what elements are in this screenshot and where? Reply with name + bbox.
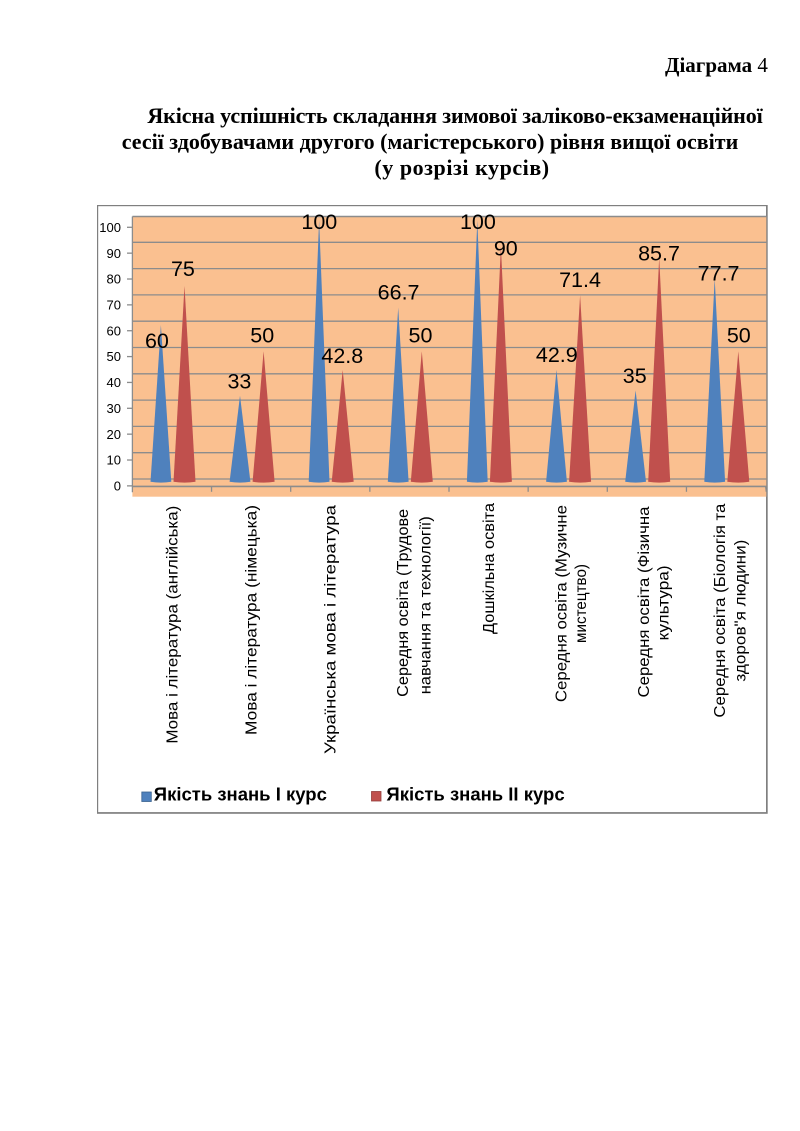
svg-text:Мова і література (англійська): Мова і література (англійська) [164,506,181,744]
svg-text:50: 50 [727,324,751,348]
svg-text:100: 100 [460,210,496,234]
svg-text:Середня освіта (Трудове: Середня освіта (Трудове [395,509,412,697]
svg-text:77.7: 77.7 [698,262,740,286]
svg-text:71.4: 71.4 [559,268,601,292]
svg-text:Дошкільна освіта: Дошкільна освіта [481,503,498,634]
svg-text:Якість знань ІІ курс: Якість знань ІІ курс [386,784,564,805]
svg-text:80: 80 [107,272,121,287]
svg-text:100: 100 [301,210,337,234]
svg-text:70: 70 [107,297,121,312]
svg-text:мистецтво): мистецтво) [573,564,590,643]
svg-text:Середня освіта (Фізична: Середня освіта (Фізична [636,506,653,697]
svg-text:85.7: 85.7 [638,241,680,265]
svg-text:42.8: 42.8 [321,344,363,368]
svg-text:33: 33 [227,369,251,393]
svg-text:Якість знань І курс: Якість знань І курс [154,784,327,805]
svg-text:культура): культура) [655,565,672,640]
svg-text:66.7: 66.7 [378,281,420,305]
svg-text:60: 60 [107,323,121,338]
svg-text:здоров"я людини): здоров"я людини) [732,540,749,682]
svg-text:Українська мова і література: Українська мова і література [323,505,340,754]
svg-text:90: 90 [107,246,121,261]
svg-text:30: 30 [107,401,121,416]
svg-text:10: 10 [107,453,121,468]
svg-text:50: 50 [250,324,274,348]
svg-text:75: 75 [171,257,195,281]
svg-text:50: 50 [409,324,433,348]
svg-text:20: 20 [107,427,121,442]
svg-text:Середня освіта (Музичне: Середня освіта (Музичне [553,505,570,702]
svg-text:Середня освіта (Біологія та: Середня освіта (Біологія та [712,503,729,717]
svg-text:90: 90 [494,237,518,261]
svg-text:навчання та технології): навчання та технології) [417,516,434,694]
svg-text:35: 35 [623,364,647,388]
svg-text:60: 60 [145,329,169,353]
svg-text:Мова і література (німецька): Мова і література (німецька) [244,505,261,735]
svg-text:42.9: 42.9 [536,343,578,367]
svg-text:40: 40 [107,375,121,390]
svg-text:100: 100 [99,220,121,235]
svg-text:50: 50 [107,349,121,364]
svg-text:0: 0 [114,478,121,493]
